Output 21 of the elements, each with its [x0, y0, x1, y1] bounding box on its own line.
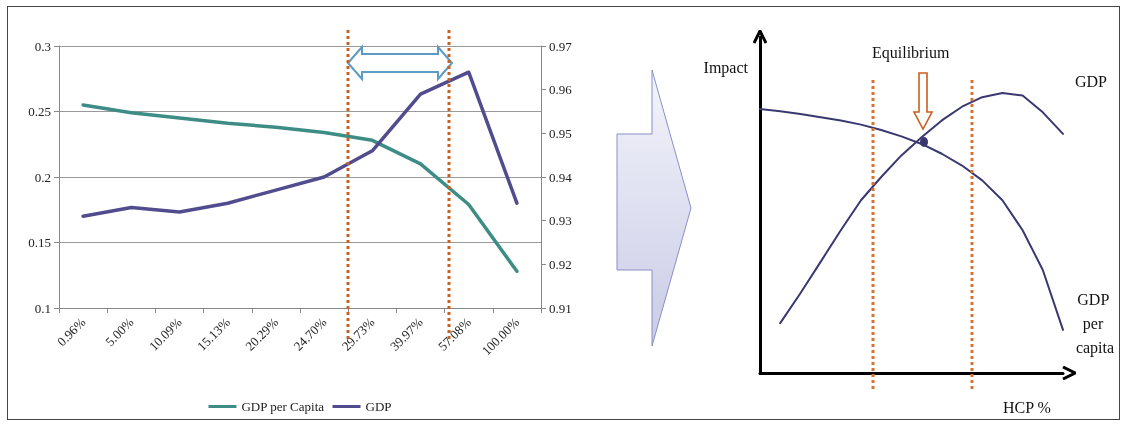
y2-tick-label: 0.93 — [549, 213, 572, 229]
y2-tick-label: 0.94 — [549, 169, 573, 185]
text: GDP — [1074, 73, 1108, 91]
y-tick-label: 0.25 — [28, 104, 51, 119]
y2-tick-label: 0.92 — [549, 256, 572, 272]
y2-tick-label: 0.97 — [549, 38, 573, 54]
x-axis-title: HCP % — [1003, 398, 1051, 416]
y-tick-label: 0.15 — [28, 235, 51, 250]
legend-label: GDP per Capita — [241, 399, 325, 414]
y-axis-title: Impact — [703, 58, 749, 77]
y2-tick-label: 0.96 — [549, 82, 573, 98]
y-tick-label: 0.3 — [34, 38, 51, 54]
line-series — [81, 70, 519, 219]
line-series — [81, 103, 519, 274]
legend-label: GDP — [365, 399, 392, 414]
y-tick-label: 0.2 — [34, 169, 51, 185]
y2-tick-label: 0.95 — [549, 125, 572, 141]
text: Equilibrium — [872, 44, 950, 62]
y-tick-label: 0.1 — [34, 300, 51, 316]
series-label: GDP per capita — [1075, 291, 1115, 358]
y2-tick-label: 0.91 — [549, 300, 572, 316]
